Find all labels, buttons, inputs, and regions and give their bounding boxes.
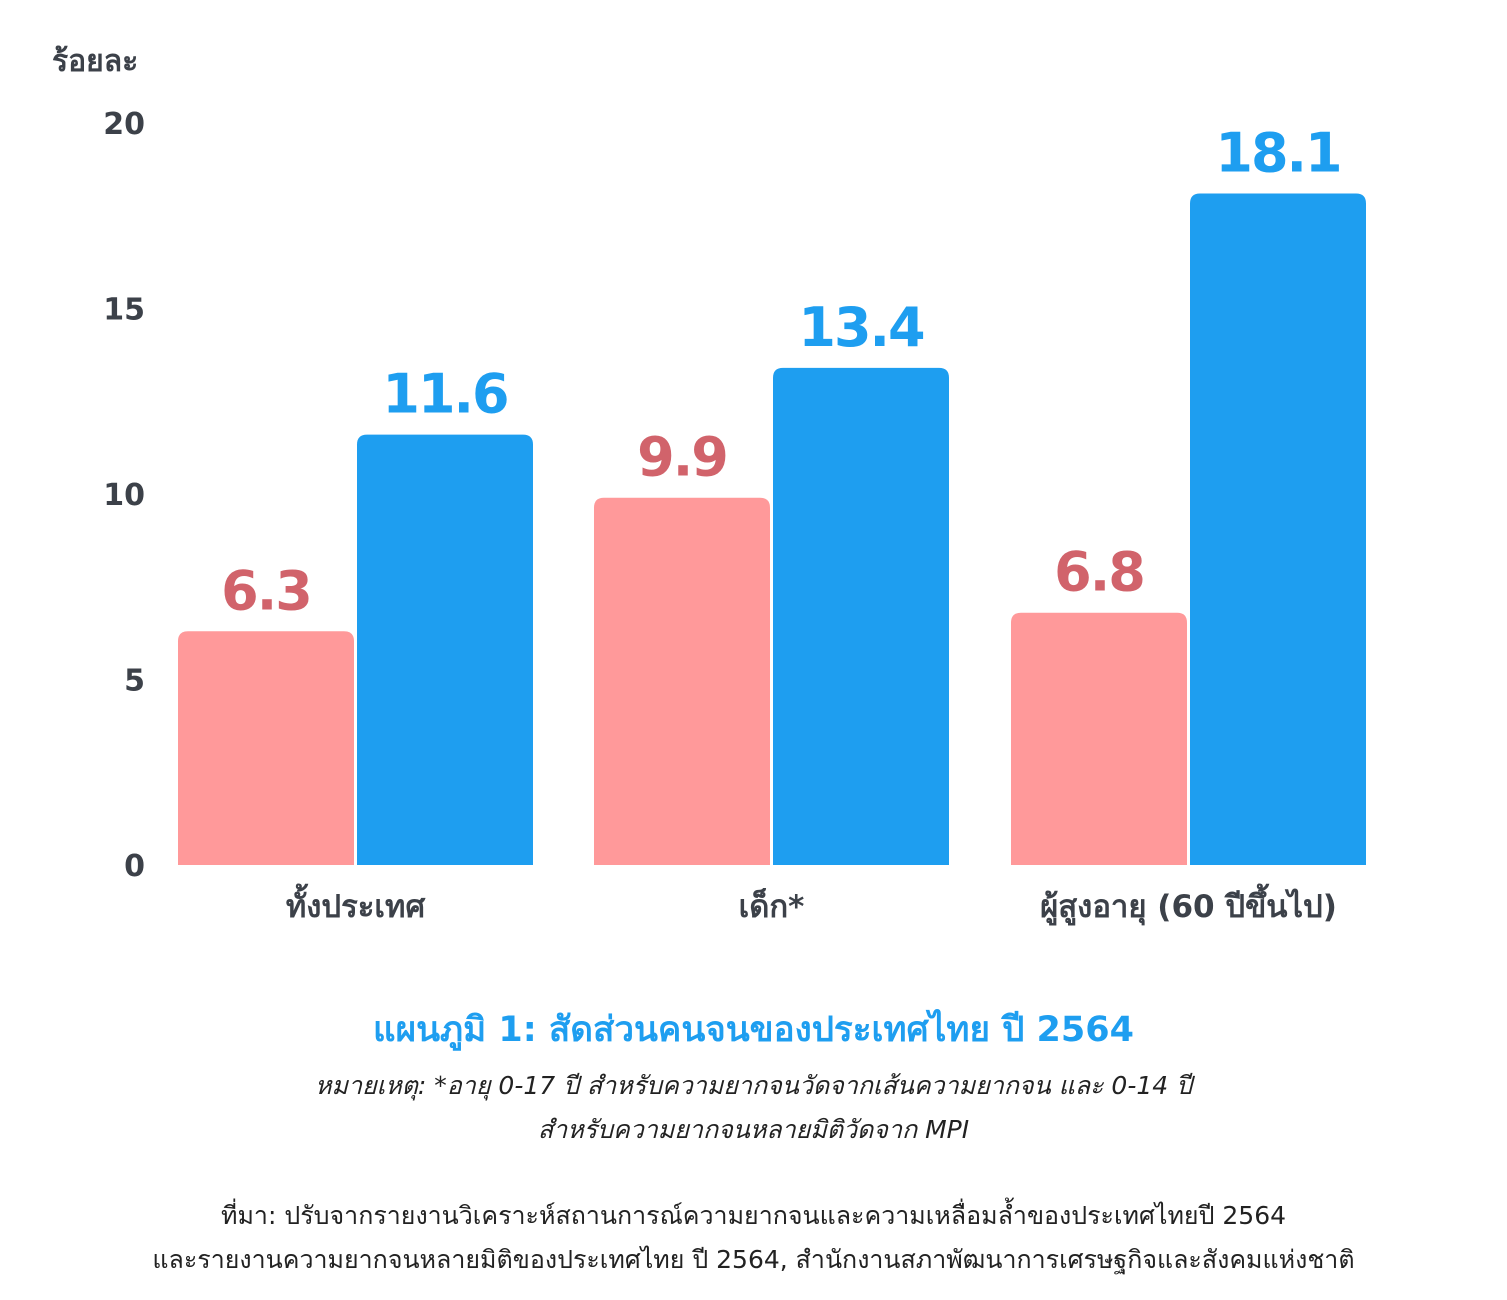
bar — [773, 367, 949, 865]
category-label: ผู้สูงอายุ (60 ปีขึ้นไป) — [1040, 883, 1337, 926]
y-tick-label: 10 — [103, 478, 145, 513]
y-tick-label: 0 — [124, 849, 145, 884]
category-label: ทั้งประเทศ — [286, 883, 427, 925]
y-axis-label: ร้อยละ — [52, 44, 139, 79]
bar — [1011, 612, 1187, 865]
y-tick-label: 15 — [103, 293, 145, 328]
category-label: เด็ก* — [739, 887, 805, 925]
bar — [178, 631, 354, 865]
data-label: 9.9 — [637, 426, 727, 489]
note-line-2: สำหรับความยากจนหลายมิติวัดจาก MPI — [537, 1115, 970, 1144]
source-line-1: ที่มา: ปรับจากรายงานวิเคราะห์สถานการณ์คว… — [220, 1201, 1287, 1230]
data-label: 11.6 — [382, 363, 507, 426]
bar — [357, 434, 533, 865]
data-label: 6.3 — [221, 559, 311, 622]
y-tick-label: 20 — [103, 107, 145, 142]
source-line-2: และรายงานความยากจนหลายมิติของประเทศไทย ป… — [152, 1245, 1355, 1274]
chart-title: แผนภูมิ 1: สัดส่วนคนจนของประเทศไทย ปี 25… — [373, 1010, 1134, 1050]
bar — [1190, 193, 1366, 866]
bar-chart: 0 5 10 15 20 6.3 9.9 6.8 11.6 13.4 18.1 ทั้งประเทศ เ… — [103, 107, 1366, 926]
data-label: 6.8 — [1054, 541, 1144, 604]
note-line-1: หมายเหตุ: *อายุ 0-17 ปี สำหรับความยากจนว… — [315, 1071, 1192, 1100]
data-label: 13.4 — [798, 296, 924, 359]
y-tick-label: 5 — [124, 664, 145, 699]
bar — [594, 497, 770, 865]
data-label: 18.1 — [1215, 121, 1340, 184]
